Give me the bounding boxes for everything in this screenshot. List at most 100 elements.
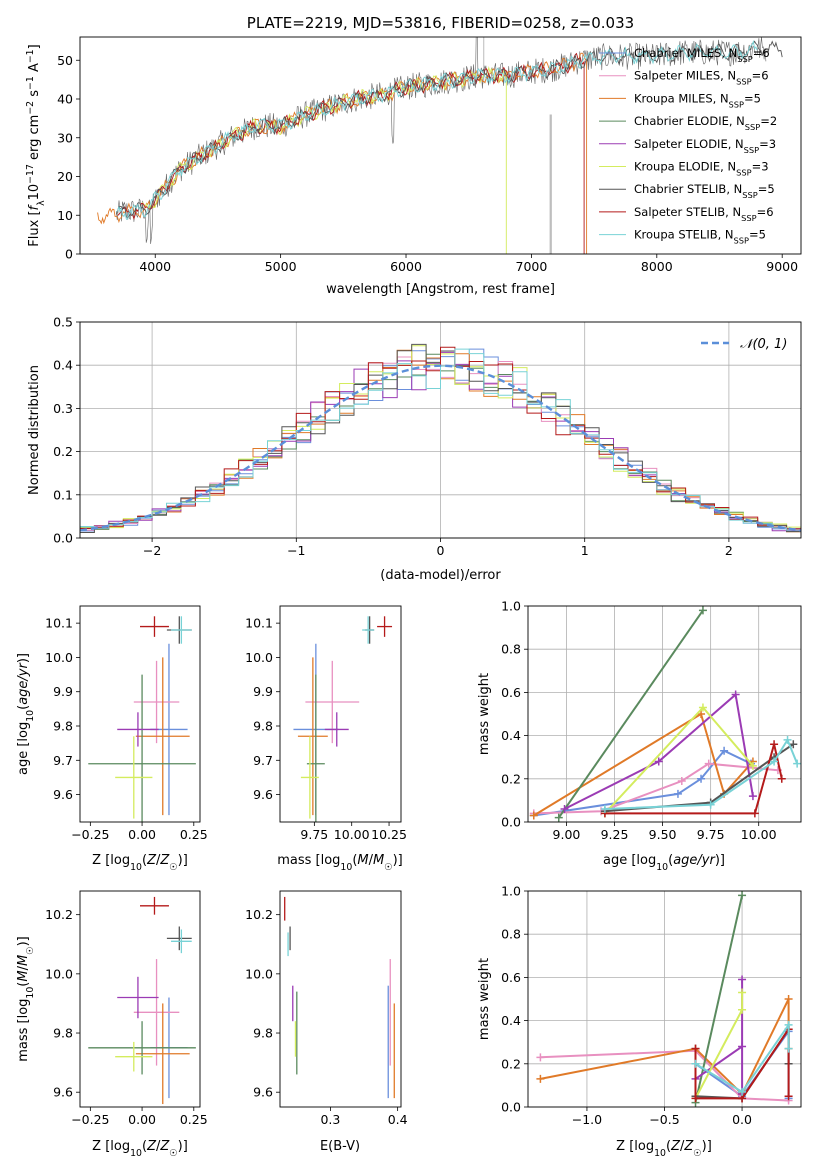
y-tick-label: 0.6	[501, 970, 521, 985]
mass_vs_Z-axes: −0.25 0.00 0.25 9.6 9.8 10.0 10.2	[45, 907, 208, 1127]
errorbar-point	[324, 712, 349, 747]
errorbar-point	[115, 736, 153, 819]
data-point-marker	[691, 1094, 700, 1103]
x-tick-label: 0.25	[180, 1112, 208, 1127]
y-tick-label: 0.5	[53, 315, 73, 330]
age_vs_Z-axes: −0.25 0.00 0.25 9.6 9.7 9.8 9.9 10.0 10.1	[45, 616, 208, 842]
series-line-salpeter-elodie	[564, 692, 754, 810]
observed-spectrum-line	[116, 37, 767, 244]
data-point-marker	[784, 1092, 793, 1101]
mass_vs_ebv-frame	[279, 890, 402, 1108]
y-tick-label: 0.2	[53, 444, 73, 459]
weight-age-x-label: age [log10(age/yr)]	[603, 853, 725, 873]
data-point-marker	[784, 1020, 793, 1029]
y-tick-label: 9.8	[53, 1026, 73, 1041]
data-point-marker	[738, 1005, 747, 1014]
x-tick-label: −0.5	[649, 1112, 679, 1127]
legend-entry: Kroupa MILES, NSSP=5	[634, 91, 761, 109]
data-point-marker	[770, 740, 779, 749]
series-line-salpeter-miles	[540, 1049, 789, 1102]
residuals-frame	[79, 321, 802, 539]
y-tick-label: 10.1	[245, 616, 273, 631]
y-tick-label: 20	[57, 169, 73, 184]
legend-entry: Chabrier ELODIE, NSSP=2	[634, 114, 777, 132]
data-point-marker	[677, 776, 686, 785]
y-tick-label: 10	[57, 208, 73, 223]
y-tick-label: 9.8	[253, 1026, 273, 1041]
data-point-marker	[654, 757, 663, 766]
model-spectrum-kroupa-stelib	[116, 39, 758, 220]
series-line-chabrier-elodie	[557, 609, 704, 819]
y-tick-label: 10.0	[45, 650, 73, 665]
weight-z-y-label: mass weight	[477, 958, 492, 1040]
weight-z-x-label: Z [log10(Z/Z☉)]	[616, 1139, 712, 1159]
data-point-marker	[738, 988, 747, 997]
y-tick-label: 10.2	[45, 907, 73, 922]
x-tick-label: 9.75	[697, 827, 725, 842]
data-point-marker	[738, 891, 747, 900]
legend-entry: Salpeter ELODIE, NSSP=3	[634, 137, 776, 155]
age_vs_mass-frame	[279, 605, 402, 823]
y-tick-label: 0.8	[501, 927, 521, 942]
x-tick-label: −2	[143, 543, 161, 558]
weight_vs_Z-marks	[536, 891, 793, 1107]
data-point-marker	[784, 995, 793, 1003]
data-point-marker	[748, 761, 757, 770]
x-tick-label: −1.0	[572, 1112, 602, 1127]
y-tick-label: 0.6	[501, 685, 521, 700]
errorbar-point	[117, 712, 159, 747]
data-point-marker	[697, 710, 706, 718]
data-point-marker	[706, 800, 715, 809]
legend-entry: 𝒩(0, 1)	[740, 337, 787, 352]
x-tick-label: 8000	[641, 259, 673, 274]
y-tick-label: 1.0	[501, 884, 521, 899]
x-tick-label: 1	[581, 543, 589, 558]
errorbar-point	[140, 616, 169, 637]
y-tick-label: 0.2	[501, 771, 521, 786]
errorbar-point	[171, 616, 192, 644]
weight_vs_Z-frame	[527, 890, 802, 1108]
errorbar-point	[300, 736, 319, 819]
x-tick-label: 7000	[516, 259, 548, 274]
series-line-kroupa-elodie	[694, 992, 744, 1099]
mass-z-y-label: mass [log10(M/M☉)]	[16, 936, 36, 1062]
y-tick-label: 10.2	[245, 907, 273, 922]
age_vs_mass-axes: 9.75 10.00 10.25 9.6 9.7 9.8 9.9 10.0 10.1	[245, 616, 407, 842]
data-point-marker	[554, 813, 563, 822]
data-point-marker	[698, 606, 707, 615]
data-point-marker	[738, 975, 747, 984]
data-point-marker	[748, 792, 757, 801]
y-tick-label: 0.4	[501, 1013, 521, 1028]
age_vs_Z-marks	[88, 616, 196, 822]
errorbar-point	[133, 660, 180, 744]
histogram-x-label: (data-model)/error	[380, 568, 501, 583]
y-tick-label: 0.4	[501, 728, 521, 743]
errorbar-point	[115, 1041, 153, 1072]
x-tick-label: 0.0	[732, 1112, 752, 1127]
data-point-marker	[697, 774, 706, 783]
data-point-marker	[784, 1044, 793, 1053]
x-tick-label: −1	[287, 543, 305, 558]
age-z-y-label: age [log10(age/yr)]	[16, 653, 36, 775]
data-point-marker	[731, 690, 740, 699]
x-tick-label: −0.25	[71, 1112, 109, 1127]
data-point-marker	[720, 746, 729, 755]
x-tick-label: 10.00	[741, 827, 777, 842]
histogram-bars	[80, 343, 801, 535]
x-tick-label: 0.00	[128, 1112, 156, 1127]
mass_vs_ebv-axes: 0.3 0.4 9.6 9.8 10.0 10.2	[245, 907, 407, 1127]
errorbar-point	[297, 657, 328, 816]
y-tick-label: 9.6	[253, 1085, 273, 1100]
data-point-marker	[738, 1042, 747, 1051]
errorbar-point	[377, 616, 393, 637]
x-tick-label: 10.25	[371, 827, 407, 842]
histogram-salpeter-stelib	[80, 346, 801, 532]
spectrum-frame	[79, 36, 802, 255]
errorbar-point	[166, 926, 192, 951]
y-tick-label: 9.8	[253, 719, 273, 734]
y-tick-label: 0	[65, 247, 73, 262]
y-tick-label: 9.6	[53, 1085, 73, 1100]
errorbar-point	[135, 1003, 190, 1105]
legend-entry: Chabrier MILES, NSSP=6	[634, 46, 770, 64]
